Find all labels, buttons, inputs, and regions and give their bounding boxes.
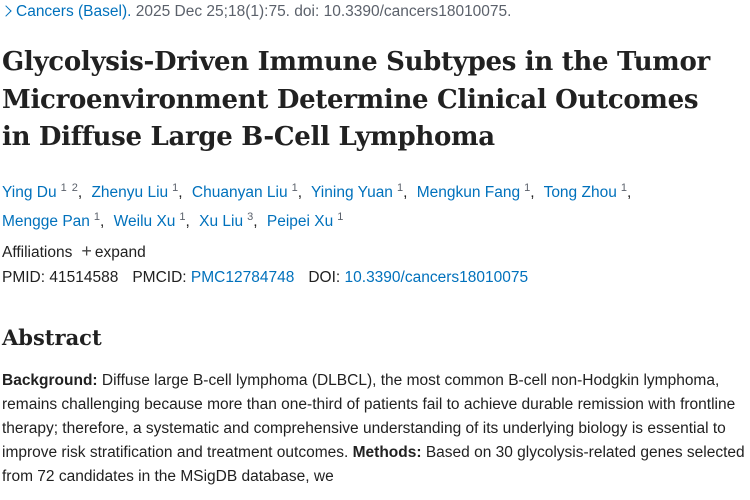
- abstract-text: Background: Diffuse large B-cell lymphom…: [2, 369, 750, 489]
- author: Mengge Pan 1: [2, 211, 109, 231]
- identifier-label: PMID:: [2, 269, 46, 286]
- affiliation-ref[interactable]: 1: [291, 182, 298, 194]
- affiliation-refs: 1: [524, 182, 530, 194]
- identifier: PMID: 41514588: [2, 269, 118, 286]
- affiliation-ref[interactable]: 1: [337, 211, 344, 224]
- author: Chuanyan Liu 1: [191, 182, 307, 202]
- identifier-value: 41514588: [49, 269, 119, 286]
- author-link[interactable]: Ying Du: [2, 184, 57, 202]
- identifier: DOI: 10.3390/cancers18010075: [308, 269, 528, 286]
- section-text: Diffuse large B-cell lymphoma (DLBCL), t…: [2, 372, 736, 461]
- affiliation-ref[interactable]: 1: [93, 211, 101, 224]
- article-title: Glycolysis-Driven Immune Subtypes in the…: [2, 47, 710, 152]
- author-link[interactable]: Mengge Pan: [2, 213, 90, 231]
- author: Tong Zhou 1: [543, 182, 637, 202]
- journal-name: Cancers (Basel).: [16, 3, 132, 20]
- author: Ying Du 1 2: [2, 182, 87, 202]
- author-link[interactable]: Tong Zhou: [543, 184, 617, 202]
- affiliation-ref[interactable]: 1: [60, 182, 67, 194]
- identifier: PMCID: PMC12784748: [132, 269, 294, 286]
- author-link[interactable]: Zhenyu Liu: [91, 184, 169, 202]
- identifier-label: PMCID:: [132, 269, 187, 286]
- affiliation-refs: 3: [247, 211, 253, 223]
- affiliation-ref[interactable]: 2: [71, 182, 78, 194]
- affiliation-ref[interactable]: 1: [620, 182, 627, 194]
- section-label: Background:: [2, 372, 98, 389]
- affiliation-refs: 1: [292, 182, 298, 194]
- affiliation-ref[interactable]: 1: [179, 211, 186, 224]
- identifiers: PMID: 41514588 PMCID: PMC12784748 DOI: 10.…: [2, 269, 542, 287]
- author: Mengkun Fang 1: [416, 182, 540, 202]
- expand-icon[interactable]: +: [81, 241, 92, 261]
- author-link[interactable]: Peipei Xu: [266, 213, 334, 231]
- author-link[interactable]: Xu Liu: [199, 213, 244, 231]
- journal-link[interactable]: Cancers (Basel).: [0, 3, 132, 20]
- author: Zhenyu Liu 1: [91, 182, 187, 202]
- affiliation-refs: 1: [172, 182, 178, 194]
- author: Peipei Xu 1: [266, 211, 343, 231]
- section-label: Methods:: [352, 444, 422, 461]
- identifier-value[interactable]: PMC12784748: [190, 269, 295, 286]
- affiliation-refs: 1: [621, 182, 627, 194]
- author: Yining Yuan 1: [311, 182, 412, 202]
- author: Weilu Xu 1: [113, 211, 195, 231]
- affiliation-refs: 1: [94, 211, 100, 223]
- expand-toggle[interactable]: expand: [94, 244, 146, 261]
- author-link[interactable]: Yining Yuan: [311, 184, 393, 202]
- affiliation-ref[interactable]: 1: [172, 182, 179, 194]
- affiliation-refs: 1: [397, 182, 403, 194]
- affiliation-refs: 1: [337, 211, 343, 223]
- author-link[interactable]: Chuanyan Liu: [191, 184, 288, 202]
- identifier-value[interactable]: 10.3390/cancers18010075: [344, 269, 529, 286]
- affiliation-ref[interactable]: 1: [524, 182, 531, 194]
- affiliations: Affiliations + expand: [2, 241, 146, 262]
- abstract-heading: Abstract: [2, 325, 102, 350]
- affiliation-refs: 1: [179, 211, 185, 223]
- identifier-label: DOI:: [308, 269, 341, 286]
- author-link[interactable]: Weilu Xu: [113, 213, 176, 231]
- affiliations-label: Affiliations: [2, 244, 73, 261]
- author: Xu Liu 3: [199, 211, 262, 231]
- affiliation-ref[interactable]: 1: [396, 182, 404, 194]
- author-link[interactable]: Mengkun Fang: [416, 184, 521, 202]
- citation: Cancers (Basel). 2025 Dec 25;18(1):75. d…: [0, 3, 512, 21]
- section-text: Based on 30 glycolysis-related genes sel…: [2, 444, 745, 485]
- affiliation-ref[interactable]: 3: [247, 211, 254, 224]
- citation-details: 2025 Dec 25;18(1):75. doi: 10.3390/cance…: [135, 3, 512, 20]
